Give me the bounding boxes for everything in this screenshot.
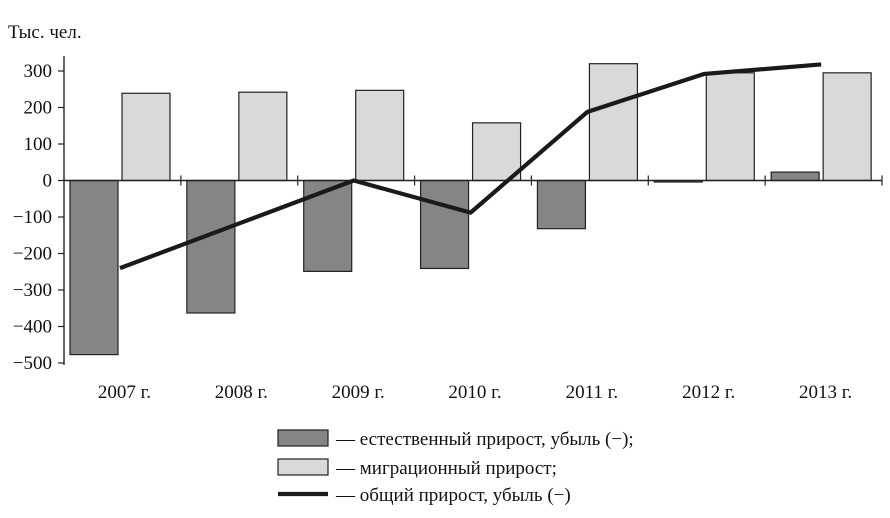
legend: — естественный прирост, убыль (−); — мигр… <box>278 429 634 506</box>
legend-swatch-migration <box>278 459 328 475</box>
y-tick-label-7: −400 <box>13 317 52 338</box>
migration-growth-bar-3 <box>473 123 521 181</box>
legend-label-natural: — естественный прирост, убыль (−); <box>335 429 634 450</box>
category-label-0: 2007 г. <box>98 382 151 403</box>
migration-growth-bar-1 <box>239 92 287 180</box>
migration-growth-bar-4 <box>589 64 637 181</box>
y-tick-label-1: 200 <box>24 98 53 119</box>
category-label-2: 2009 г. <box>332 382 385 403</box>
migration-growth-bar-0 <box>122 93 170 180</box>
natural-growth-bar-1 <box>187 181 235 313</box>
bars-group <box>70 64 871 355</box>
y-tick-label-5: −200 <box>13 244 52 265</box>
category-label-4: 2011 г. <box>566 382 618 403</box>
legend-label-total: — общий прирост, убыль (−) <box>335 485 571 506</box>
y-axis-unit-label: Тыс. чел. <box>8 22 82 43</box>
y-tick-label-0: 300 <box>24 61 53 82</box>
category-label-1: 2008 г. <box>215 382 268 403</box>
migration-growth-bar-2 <box>356 90 404 180</box>
natural-growth-bar-0 <box>70 181 118 355</box>
natural-growth-bar-2 <box>304 181 352 272</box>
y-tick-label-2: 100 <box>24 134 53 155</box>
legend-label-migration: — миграционный прирост; <box>335 458 557 479</box>
natural-growth-bar-4 <box>537 181 585 229</box>
category-label-3: 2010 г. <box>448 382 501 403</box>
natural-growth-bar-3 <box>421 181 469 269</box>
migration-growth-bar-5 <box>706 73 754 181</box>
y-tick-label-6: −300 <box>13 280 52 301</box>
y-tick-label-8: −500 <box>13 353 52 374</box>
natural-growth-bar-6 <box>771 172 819 180</box>
migration-growth-bar-6 <box>823 73 871 181</box>
y-tick-label-4: −100 <box>13 207 52 228</box>
category-label-5: 2012 г. <box>682 382 735 403</box>
y-tick-label-3: 0 <box>43 171 53 192</box>
category-label-6: 2013 г. <box>799 382 852 403</box>
legend-swatch-natural <box>278 430 328 446</box>
